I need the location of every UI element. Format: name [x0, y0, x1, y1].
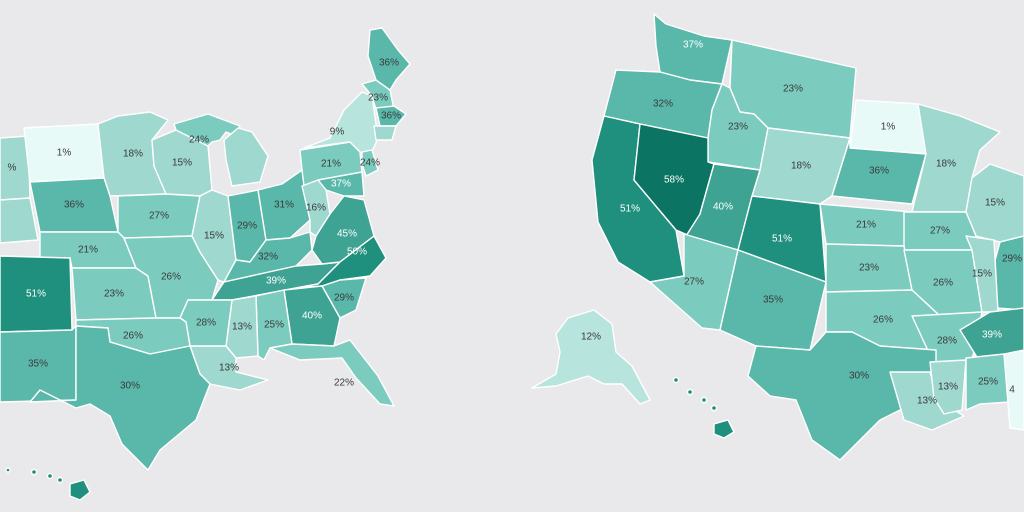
state-value-label-la: 13% — [917, 396, 937, 407]
state-value-label-tx: 30% — [849, 371, 869, 382]
state-value-label-wy: 18% — [791, 161, 811, 172]
state-value-label-mi: 29% — [1002, 254, 1022, 265]
state-value-label-wa: 37% — [683, 40, 703, 51]
state-value-label-nd: 1% — [57, 148, 72, 159]
state-value-label-mo: 26% — [933, 278, 953, 289]
state-value-label-ne: 21% — [856, 220, 876, 231]
state-value-label-wy: % — [8, 163, 17, 174]
state-value-label-sd: 36% — [869, 166, 889, 177]
state-value-label-sd: 36% — [64, 200, 84, 211]
state-value-label-il: 15% — [204, 231, 224, 242]
state-value-label-ks: 23% — [104, 289, 124, 300]
state-value-label-mi: 24% — [189, 135, 209, 146]
hawaii-island-east[interactable] — [56, 476, 64, 484]
state-ny-east[interactable] — [303, 91, 379, 157]
state-value-label-mt: 23% — [783, 84, 803, 95]
hawaii-island-east[interactable] — [5, 467, 11, 473]
state-value-label-ak: 12% — [581, 332, 601, 343]
state-ma-east[interactable] — [375, 105, 407, 127]
state-value-label-ne: 21% — [78, 245, 98, 256]
state-value-label-pa: 21% — [321, 159, 341, 170]
state-ga-west[interactable] — [1003, 349, 1024, 431]
state-nj-east[interactable] — [361, 149, 379, 177]
hawaii-island-west[interactable] — [686, 388, 694, 396]
state-value-label-ky: 32% — [258, 252, 278, 263]
state-value-label-ks: 23% — [859, 263, 879, 274]
state-me-east[interactable] — [367, 27, 411, 91]
state-value-label-nc: 50% — [347, 247, 367, 258]
state-value-label-oh: 31% — [274, 200, 294, 211]
state-mi-east[interactable] — [173, 113, 241, 147]
state-value-label-ms: 13% — [232, 322, 252, 333]
state-mi-lower-east[interactable] — [223, 127, 269, 187]
state-value-label-sc: 29% — [334, 293, 354, 304]
state-value-label-ar: 28% — [196, 318, 216, 329]
east-map-panel — [0, 27, 411, 501]
state-value-label-co: 51% — [26, 289, 46, 300]
state-value-label-md: 37% — [331, 179, 351, 190]
state-id-east[interactable] — [0, 197, 39, 244]
state-value-label-ma: 36% — [381, 111, 401, 122]
state-al-west[interactable] — [965, 353, 1011, 411]
state-value-label-ia: 27% — [930, 226, 950, 237]
hawaii-island-west[interactable] — [672, 376, 680, 384]
state-value-label-ar: 28% — [937, 336, 957, 347]
state-value-label-id: 23% — [728, 122, 748, 133]
state-tx-east[interactable] — [29, 325, 211, 471]
state-value-label-nj: 24% — [360, 158, 380, 169]
state-la-west[interactable] — [889, 371, 965, 431]
state-value-label-mo: 26% — [161, 272, 181, 283]
state-value-label-ms: 13% — [938, 382, 958, 393]
state-ct-east[interactable] — [373, 125, 397, 141]
state-value-label-la: 13% — [219, 363, 239, 374]
state-value-label-wi: 15% — [985, 198, 1005, 209]
state-value-label-nd: 1% — [881, 122, 896, 133]
hawaii-island-east[interactable] — [46, 472, 54, 480]
state-value-label-va: 45% — [337, 229, 357, 240]
value-labels: 1% 18% 15% 24% 36% 27% 21% 51% 23% 26% 15% 29% 31% 32… — [8, 40, 1023, 407]
state-value-label-nh: 23% — [368, 93, 388, 104]
hawaii-big-island-east[interactable] — [69, 479, 91, 501]
state-mi-west[interactable] — [993, 235, 1024, 311]
state-value-label-ga: 40% — [302, 311, 322, 322]
state-value-label-al: 25% — [978, 377, 998, 388]
state-value-label-ok: 26% — [123, 331, 143, 342]
state-value-label-nm: 35% — [28, 359, 48, 370]
state-value-label-or: 32% — [653, 99, 673, 110]
state-sd-west[interactable] — [831, 137, 927, 205]
state-value-label-mn: 18% — [936, 159, 956, 170]
state-value-label-nv: 58% — [664, 175, 684, 186]
state-value-label-il: 15% — [972, 269, 992, 280]
state-value-label-ny: 9% — [330, 127, 345, 138]
state-value-label-ca: 51% — [620, 204, 640, 215]
state-value-label-tn: 39% — [982, 330, 1002, 341]
state-sd-east[interactable] — [29, 177, 119, 233]
state-value-label-fl: 22% — [334, 378, 354, 389]
hawaii-island-west[interactable] — [700, 396, 708, 404]
state-value-label-az: 27% — [684, 277, 704, 288]
hawaii-island-west[interactable] — [710, 404, 718, 412]
state-value-label-wi: 15% — [172, 158, 192, 169]
state-value-label-al: 25% — [264, 320, 284, 331]
state-value-label-mn: 18% — [123, 149, 143, 160]
hawaii-island-east[interactable] — [30, 468, 38, 476]
state-value-label-me: 36% — [379, 58, 399, 69]
state-value-label-wv: 16% — [306, 203, 326, 214]
state-value-label-nm: 35% — [763, 295, 783, 306]
state-value-label-tx: 30% — [120, 381, 140, 392]
state-fl-east[interactable] — [269, 339, 395, 407]
state-ms-west[interactable] — [929, 359, 967, 415]
state-ak-west[interactable] — [531, 309, 651, 405]
state-value-label-ga: 4 — [1009, 385, 1015, 396]
state-value-label-tn: 39% — [266, 276, 286, 287]
state-value-label-ok: 26% — [873, 315, 893, 326]
state-value-label-ia: 27% — [149, 211, 169, 222]
state-value-label-ut: 40% — [713, 202, 733, 213]
state-value-label-co: 51% — [772, 234, 792, 245]
west-map-panel — [531, 13, 1024, 461]
hawaii-big-island-west[interactable] — [713, 419, 735, 439]
state-value-label-in: 29% — [237, 221, 257, 232]
